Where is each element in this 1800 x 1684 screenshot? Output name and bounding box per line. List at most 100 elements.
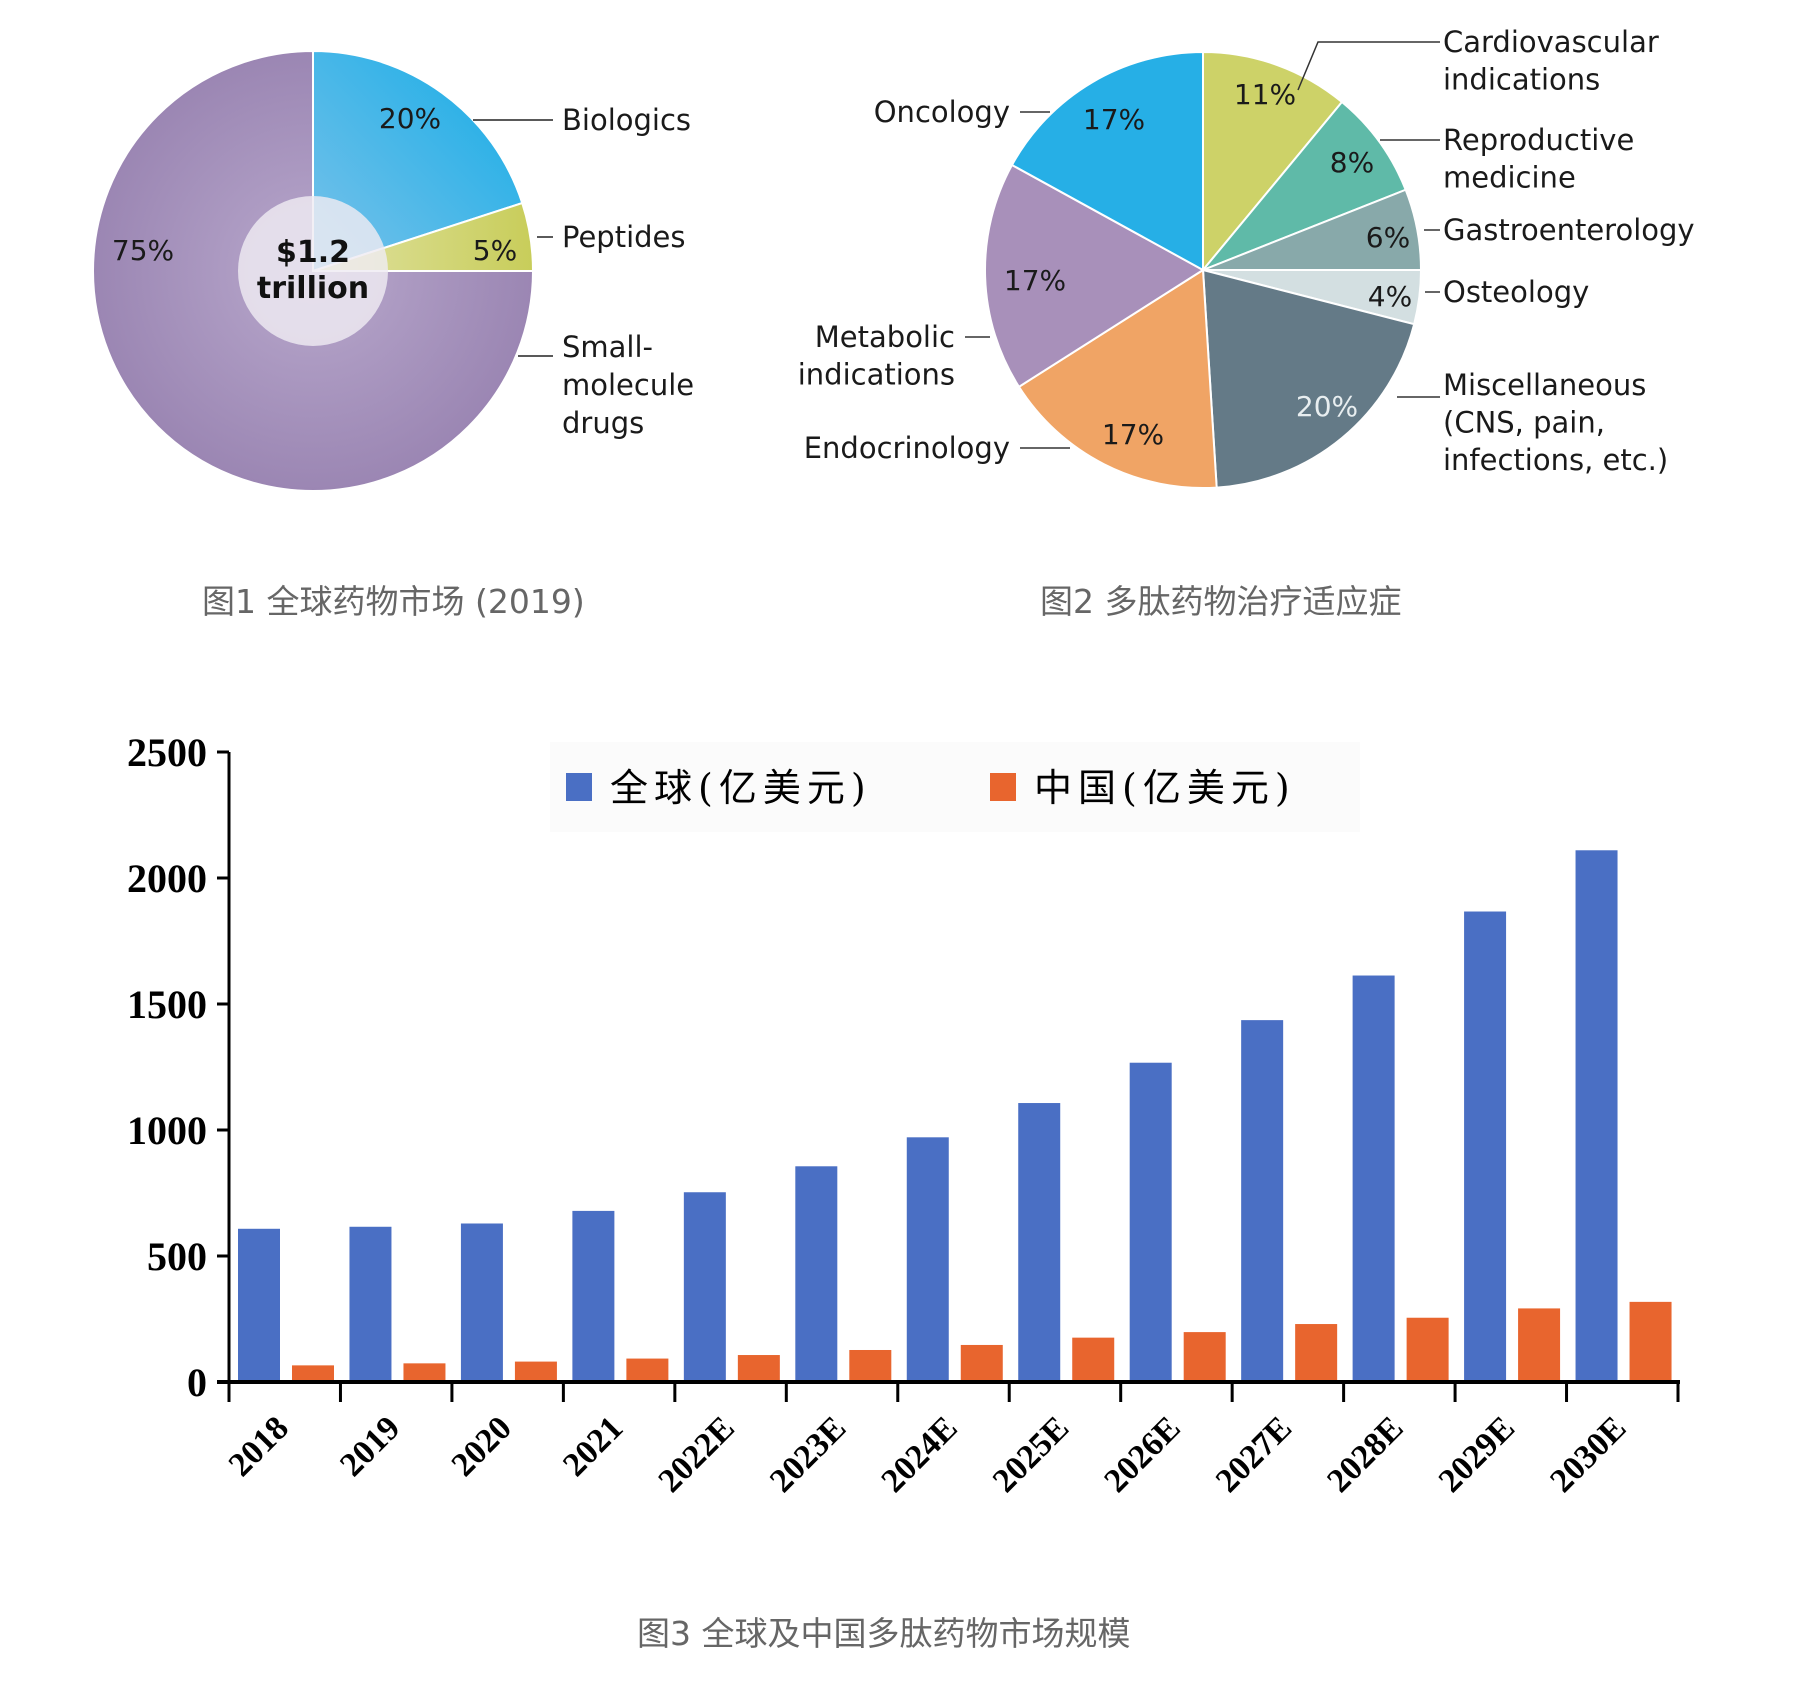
x-tick-label: 2019	[333, 1409, 407, 1483]
pie2-category-label: medicine	[1443, 161, 1576, 195]
pie2-category-label: Reproductive	[1443, 123, 1634, 157]
bar-china	[626, 1358, 669, 1382]
pie2-percent-label: 8%	[1330, 146, 1374, 179]
x-tick-label: 2028E	[1320, 1409, 1410, 1499]
bar-china	[292, 1365, 334, 1382]
bar-china	[514, 1361, 557, 1382]
pie2-category-label: Metabolic	[815, 320, 955, 354]
x-tick-label: 2024E	[874, 1409, 964, 1499]
bar-china	[1072, 1337, 1115, 1382]
x-tick-label: 2025E	[986, 1409, 1076, 1499]
chart-legend: 全球(亿美元) 中国(亿美元)	[566, 766, 1296, 810]
bar-global	[683, 1192, 726, 1382]
x-tick-label: 2021	[556, 1409, 630, 1483]
bar-global	[1241, 1020, 1284, 1382]
pie2-slice-6	[984, 163, 1205, 389]
pie2-category-label: indications	[1443, 63, 1600, 97]
figure1-caption: 图1 全球药物市场 (2019)	[202, 582, 585, 621]
bar-global	[1018, 1103, 1061, 1382]
x-tick-label: 2026E	[1097, 1409, 1187, 1499]
y-tick-label: 1000	[127, 1108, 207, 1153]
pie2-slice-0	[1202, 50, 1344, 273]
pie1-percent-label: 20%	[379, 102, 441, 135]
bar-global	[906, 1137, 949, 1382]
bar-global	[795, 1166, 838, 1382]
pie2-percent-label: 20%	[1296, 390, 1358, 423]
legend-swatch	[566, 773, 592, 801]
pie1-center-unit: trillion	[257, 271, 369, 306]
x-tick-label: 2020	[445, 1409, 519, 1483]
pie2-category-label: Miscellaneous	[1443, 368, 1646, 402]
pie2-category-label: Oncology	[874, 95, 1010, 129]
pie2-category-label: (CNS, pain,	[1443, 406, 1605, 440]
pie2-slice-1	[1202, 100, 1407, 271]
bar-china	[1518, 1308, 1561, 1382]
figure2-pie-chart: 11% 8% 6% 4% 20% 17% 17% 17% Cardiovascular indic…	[798, 25, 1695, 489]
figure3-caption: 图3 全球及中国多肽药物市场规模	[637, 1614, 1131, 1653]
pie2-percent-label: 6%	[1366, 221, 1410, 254]
pie2-category-label: indications	[798, 358, 955, 392]
pie1-category-label: drugs	[562, 406, 644, 440]
pie2-category-label: Endocrinology	[804, 431, 1010, 465]
y-tick-label: 1500	[127, 982, 207, 1027]
bar-global	[1575, 850, 1618, 1382]
pie1-labels: 20% 5% 75% Biologics Peptides Small-molecule d…	[112, 102, 694, 440]
legend-label: 中国(亿美元)	[1034, 766, 1296, 810]
pie2-percent-label: 17%	[1083, 103, 1145, 136]
bar-global	[1352, 975, 1395, 1382]
pie1-center-hole	[238, 196, 388, 346]
pie1-category-label: Peptides	[562, 220, 686, 254]
x-tick-label: 2022E	[652, 1409, 742, 1499]
bar-china	[403, 1363, 446, 1382]
bar-series	[238, 850, 1672, 1382]
pie2-percent-label: 4%	[1368, 280, 1412, 313]
figure3-bar-chart: 全球(亿美元) 中国(亿美元) 0 500 1000 1500 2000 2500 2018 2…	[127, 730, 1680, 1500]
pie2-category-label: infections, etc.)	[1443, 443, 1668, 477]
x-tick-label: 2030E	[1543, 1409, 1633, 1499]
pie1-center-value: $1.2	[276, 235, 350, 270]
pie1-percent-label: 5%	[473, 234, 517, 267]
y-tick-label: 500	[147, 1234, 207, 1279]
chart-axes: 0 500 1000 1500 2000 2500 2018 2019 2020 2021 2022…	[127, 730, 1680, 1500]
bar-china	[1295, 1324, 1338, 1382]
bar-global	[572, 1210, 615, 1382]
bar-china	[1183, 1332, 1226, 1382]
leader-line	[1297, 41, 1440, 91]
pie2-category-label: Osteology	[1443, 275, 1589, 309]
pie1-percent-label: 75%	[112, 234, 174, 267]
pie2-slices	[984, 50, 1423, 489]
x-tick-label: 2023E	[763, 1409, 853, 1499]
bar-china	[1406, 1317, 1449, 1382]
figure2-caption: 图2 多肽药物治疗适应症	[1040, 582, 1402, 621]
pie1-slice-biologics	[312, 49, 524, 273]
pie2-slice-7	[1010, 50, 1204, 272]
bar-global	[1464, 911, 1507, 1382]
pie2-labels: 11% 8% 6% 4% 20% 17% 17% 17% Cardiovascular indic…	[798, 25, 1695, 477]
pie1-category-label: Small-	[562, 330, 653, 364]
pie2-category-label: Gastroenterology	[1443, 213, 1695, 247]
legend-label: 全球(亿美元)	[610, 766, 872, 810]
x-tick-label: 2029E	[1432, 1409, 1522, 1499]
pie1-category-label: Biologics	[562, 103, 691, 137]
pie1-category-label: molecule	[562, 368, 694, 402]
legend-background	[550, 742, 1360, 832]
bar-global	[238, 1228, 280, 1382]
bar-china	[849, 1349, 892, 1382]
x-tick-label: 2018	[222, 1409, 296, 1483]
bar-global	[1129, 1062, 1172, 1382]
pie2-percent-label: 11%	[1234, 78, 1296, 111]
pie2-percent-label: 17%	[1004, 264, 1066, 297]
y-tick-label: 0	[187, 1360, 207, 1405]
pie2-slice-4	[1201, 268, 1416, 489]
bar-china	[960, 1344, 1003, 1382]
figure1-pie-chart: $1.2 trillion 20% 5% 75% Biologics Peptides S…	[92, 49, 694, 492]
x-tick-label: 2027E	[1209, 1409, 1299, 1499]
y-tick-label: 2000	[127, 856, 207, 901]
bar-china	[737, 1355, 780, 1382]
bar-global	[460, 1223, 503, 1382]
pie2-category-label: Cardiovascular	[1443, 25, 1659, 59]
y-tick-label: 2500	[127, 730, 207, 775]
legend-swatch	[990, 773, 1016, 801]
bar-china	[1629, 1301, 1672, 1382]
pie2-slice-5	[1017, 268, 1218, 489]
